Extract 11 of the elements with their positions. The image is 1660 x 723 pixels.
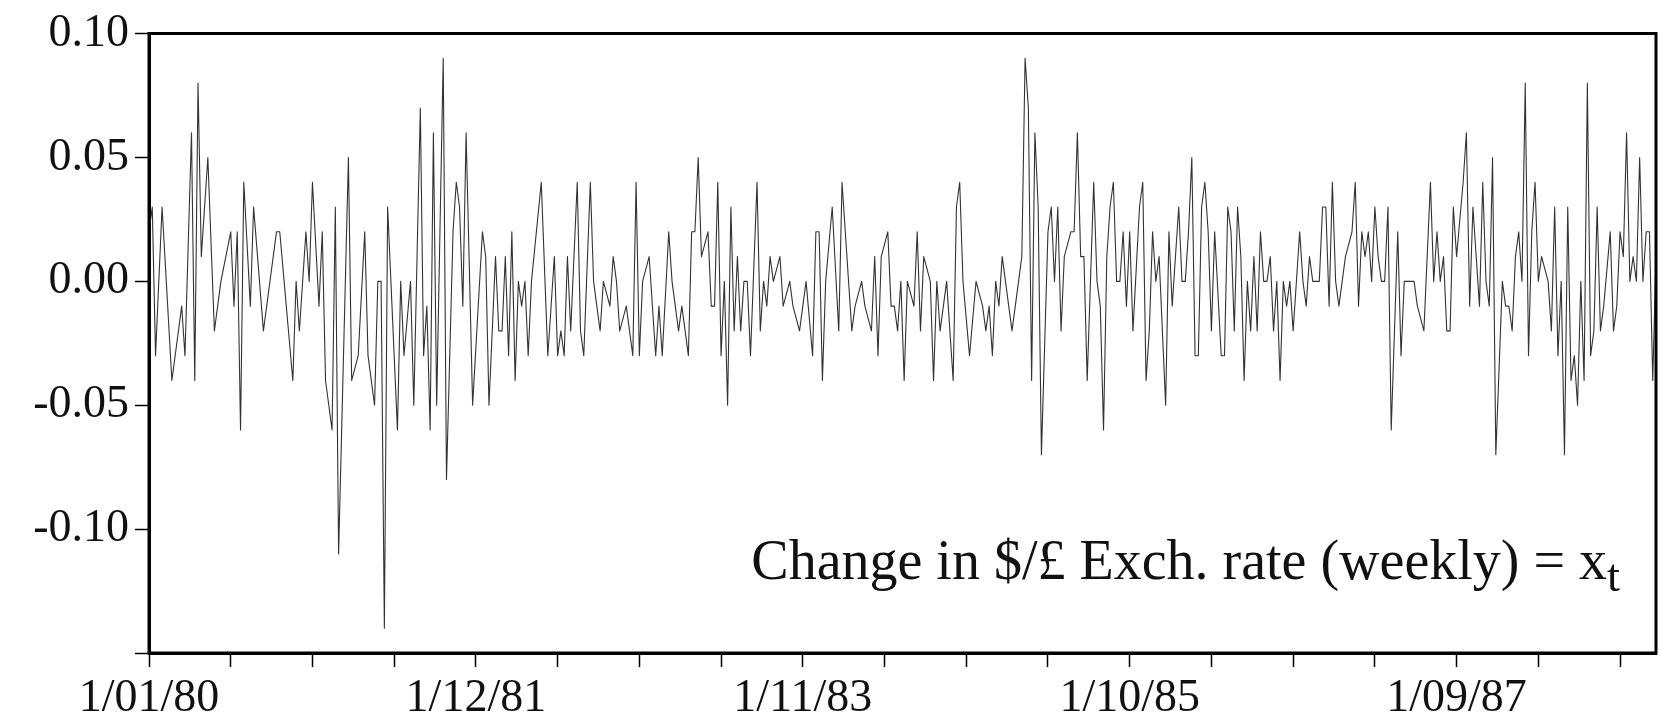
annotation: Change in $/£ Exch. rate (weekly) = x$_{t}$ bbox=[751, 528, 1620, 603]
x-tick-label: 1/09/87 bbox=[1386, 669, 1527, 721]
x-tick-label: 1/12/81 bbox=[405, 669, 547, 721]
y-tick-label: 0.00 bbox=[48, 252, 129, 304]
y-tick-label: -0.05 bbox=[33, 376, 129, 428]
y-tick-label: 0.10 bbox=[48, 4, 129, 56]
x-tick-label: 1/10/85 bbox=[1059, 669, 1200, 721]
y-tick-label: -0.10 bbox=[33, 500, 129, 552]
y-tick-label: 0.05 bbox=[48, 128, 129, 180]
x-tick-label: 1/01/80 bbox=[78, 669, 220, 721]
x-tick-label: 1/11/83 bbox=[733, 669, 873, 721]
